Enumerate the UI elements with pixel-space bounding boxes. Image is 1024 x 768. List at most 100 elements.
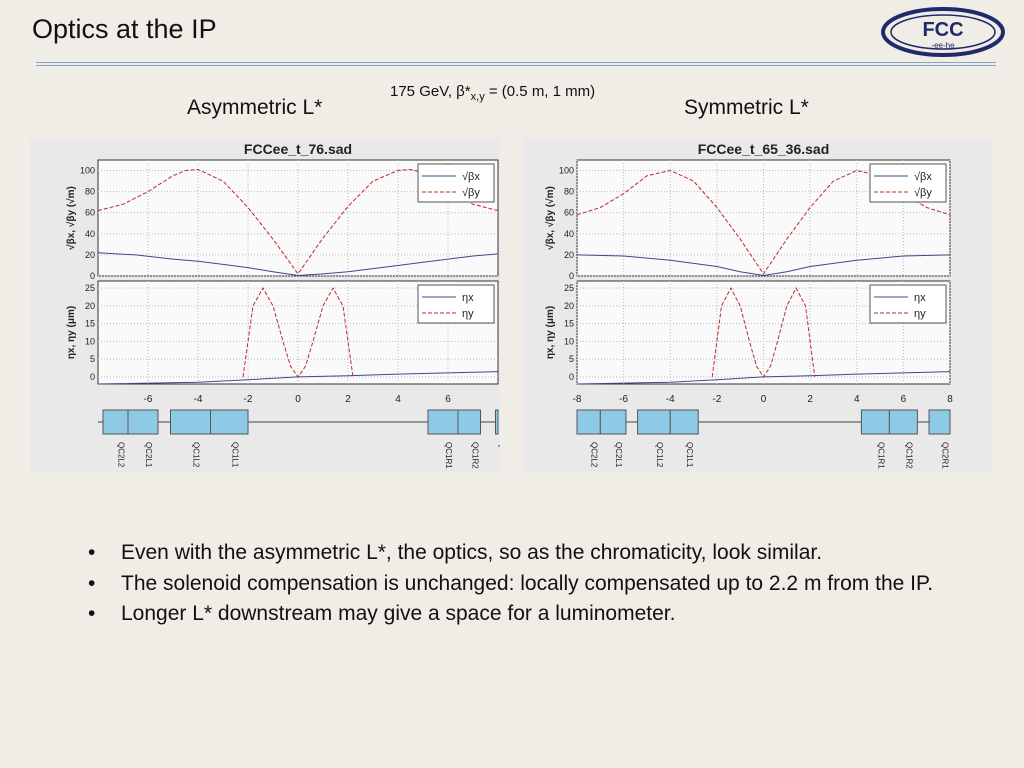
bullet-item: The solenoid compensation is unchanged: …	[88, 569, 978, 600]
subtitle-end: = (0.5 m, 1 mm)	[484, 83, 596, 100]
bottom-series-line-y	[242, 287, 354, 378]
x-tick-label: 0	[761, 394, 767, 405]
x-tick-label: 2	[345, 394, 351, 405]
magnet-block	[860, 409, 890, 435]
top-y-axis-label: √βx, √βy (√m)	[66, 186, 77, 250]
x-tick-label: 6	[445, 394, 451, 405]
magnet-label: QC2L1	[144, 442, 153, 468]
fcc-logo: FCC -ee-he	[881, 7, 1005, 57]
bottom-legend-box	[869, 284, 947, 324]
subtitle-parameters: 175 GeV, β*x,y = (0.5 m, 1 mm)	[390, 83, 595, 103]
bottom-y-tick-label: 0	[90, 372, 95, 382]
x-tick-label: -4	[666, 394, 675, 405]
top-y-tick-label: 0	[90, 271, 95, 281]
bullet-item: Longer L* downstream may give a space fo…	[88, 599, 978, 630]
top-legend-box	[869, 163, 947, 203]
x-tick-label: 2	[807, 394, 813, 405]
bottom-legend-label: ηy	[462, 308, 474, 320]
top-legend-label: √βx	[914, 171, 932, 183]
magnet-label: QC1R2	[904, 442, 913, 469]
bottom-y-tick-label: 10	[564, 336, 574, 346]
top-y-tick-label: 20	[564, 250, 574, 260]
bottom-legend-box	[417, 284, 495, 324]
x-tick-label: -2	[244, 394, 253, 405]
x-tick-label: 8	[947, 394, 953, 405]
top-legend-label: √βx	[462, 171, 480, 183]
magnet-label: QC1L2	[655, 442, 664, 468]
x-tick-label: 6	[901, 394, 907, 405]
bullet-list: Even with the asymmetric L*, the optics,…	[88, 538, 978, 630]
top-y-tick-label: 40	[85, 229, 95, 239]
chart-title: FCCee_t_76.sad	[244, 141, 352, 157]
magnet-block	[576, 409, 601, 435]
magnet-block	[928, 409, 951, 435]
top-legend-box	[417, 163, 495, 203]
x-tick-label: -6	[144, 394, 153, 405]
bottom-legend-label: ηx	[914, 292, 926, 304]
bottom-y-tick-label: 25	[85, 283, 95, 293]
x-tick-label: 4	[854, 394, 860, 405]
top-y-axis-label: √βx, √βy (√m)	[545, 186, 556, 250]
magnet-label: QC2L1	[614, 442, 623, 468]
x-tick-label: -4	[194, 394, 203, 405]
subtitle-main: 175 GeV, β*	[390, 83, 471, 100]
subtitle-subscript: x,y	[470, 91, 485, 103]
bottom-legend-label: ηx	[462, 292, 474, 304]
magnet-label: QC2L2	[590, 442, 599, 468]
bottom-y-tick-label: 15	[564, 319, 574, 329]
magnet-block	[210, 409, 249, 435]
top-legend-label: √βy	[462, 187, 480, 199]
x-tick-label: 4	[395, 394, 401, 405]
magnet-block	[599, 409, 627, 435]
x-tick-label: 0	[295, 394, 301, 405]
magnet-label: QC2L2	[117, 442, 126, 468]
logo-subtext: -ee-he	[931, 41, 955, 50]
magnet-block	[102, 409, 129, 435]
optics-chart-symmetric: FCCee_t_65_36.sad 0 20 40 60 80 100 √βx, √βy (√…	[523, 138, 992, 472]
title-rule-secondary	[36, 65, 996, 66]
magnet-label: QC2R1	[498, 442, 500, 469]
top-y-tick-label: 100	[80, 166, 95, 176]
bottom-y-axis-label: ηx, ηy (μm)	[66, 306, 77, 359]
top-y-tick-label: 40	[564, 229, 574, 239]
magnet-block	[457, 409, 481, 435]
magnet-label: QC1L1	[685, 442, 694, 468]
bottom-y-tick-label: 20	[85, 301, 95, 311]
magnet-label: QC1R1	[444, 442, 453, 469]
top-y-tick-label: 20	[85, 250, 95, 260]
x-tick-label: -2	[712, 394, 721, 405]
bottom-y-tick-label: 5	[90, 354, 95, 364]
magnet-block	[888, 409, 918, 435]
bottom-y-tick-label: 20	[564, 301, 574, 311]
x-tick-label: -6	[619, 394, 628, 405]
top-series-line-x	[97, 252, 499, 277]
top-y-tick-label: 100	[559, 166, 574, 176]
bottom-legend-label: ηy	[914, 308, 926, 320]
magnet-block	[127, 409, 159, 435]
bottom-y-tick-label: 0	[569, 372, 574, 382]
top-legend-label: √βy	[914, 187, 932, 199]
magnet-block	[669, 409, 699, 435]
magnet-label: QC1L2	[192, 442, 201, 468]
bullet-item: Even with the asymmetric L*, the optics,…	[88, 538, 978, 569]
slide-title: Optics at the IP	[32, 14, 217, 44]
magnet-block	[495, 409, 499, 435]
top-series-line-x	[576, 254, 951, 277]
bottom-series-line-y	[711, 287, 816, 378]
magnet-label: QC2R1	[941, 442, 950, 469]
bottom-y-axis-label: ηx, ηy (μm)	[545, 306, 556, 359]
top-y-tick-label: 0	[569, 271, 574, 281]
bottom-y-tick-label: 10	[85, 336, 95, 346]
magnet-block	[637, 409, 671, 435]
title-rule	[36, 62, 996, 63]
top-y-tick-label: 60	[85, 208, 95, 218]
magnet-block	[170, 409, 211, 435]
top-y-tick-label: 80	[564, 187, 574, 197]
top-y-tick-label: 60	[564, 208, 574, 218]
magnet-label: QC1L1	[230, 442, 239, 468]
bottom-y-tick-label: 15	[85, 319, 95, 329]
bottom-y-tick-label: 5	[569, 354, 574, 364]
x-tick-label: -8	[573, 394, 582, 405]
chart-title: FCCee_t_65_36.sad	[698, 141, 830, 157]
